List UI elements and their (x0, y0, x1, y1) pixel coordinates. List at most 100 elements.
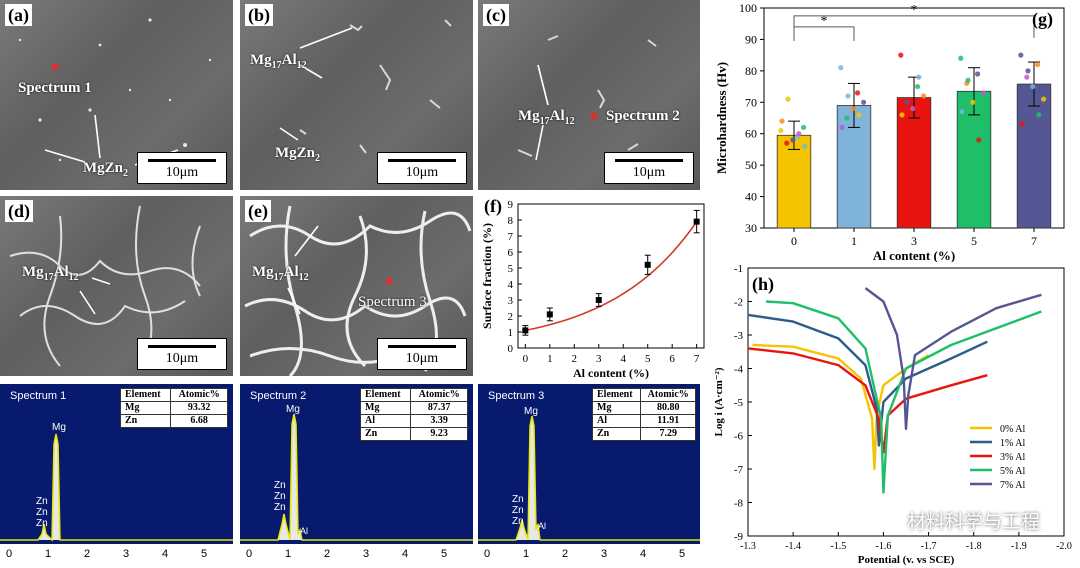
tick: 5 (441, 548, 448, 560)
y-tick-label: 4 (508, 279, 514, 291)
polarization-curve (747, 313, 988, 447)
data-point (910, 105, 916, 112)
data-point (904, 99, 910, 105)
data-point (921, 93, 927, 99)
x-tick-label: 1 (547, 353, 553, 365)
y-tick-label: 2 (508, 311, 514, 323)
x-tick-label: 4 (620, 353, 626, 365)
tick: 5 (679, 548, 686, 560)
tick: 4 (162, 548, 169, 560)
data-point (965, 77, 971, 83)
data-point (856, 112, 862, 118)
legend-label: 7% Al (1000, 480, 1026, 491)
data-point (958, 55, 964, 61)
data-point (959, 109, 965, 115)
legend-label: 5% Al (1000, 466, 1026, 477)
panel-label-g: (g) (1032, 9, 1053, 30)
panel-label-b: (b) (245, 4, 273, 26)
y-axis-label: Surface fraction (%) (480, 223, 494, 329)
data-point (855, 90, 861, 96)
data-point (595, 297, 602, 303)
element-table: Element Atomic% Mg 93.32 Zn 6.68 (119, 388, 228, 428)
tick: 2 (84, 548, 91, 560)
fit-curve (525, 221, 698, 332)
scale-bar-d: 10μm (137, 338, 227, 370)
plot-frame (517, 203, 705, 349)
tick: 0 (246, 548, 253, 560)
y-tick-label: 1 (508, 327, 514, 339)
x-tick-label: 3 (911, 234, 917, 248)
tick: 2 (324, 548, 331, 560)
mgzn2-label: MgZn2 (83, 160, 129, 179)
spectrum-title: Spectrum 1 (10, 390, 67, 402)
data-point (644, 261, 651, 268)
spectrum-plot: Mg Zn Zn Zn (0, 422, 233, 542)
y-axis-label: Microhardness (Hv) (714, 62, 729, 174)
y-tick-label: -9 (734, 531, 744, 543)
tick: 1 (523, 548, 530, 560)
scale-bar-e: 10μm (377, 338, 467, 370)
spectrum-3-label: Spectrum 3 (358, 294, 427, 310)
plot-frame (747, 267, 1065, 537)
tick: 1 (285, 548, 292, 560)
data-point (838, 65, 844, 71)
sem-panel-d: (d) Mg17Al12 10μm (0, 196, 233, 376)
data-point (801, 124, 807, 131)
tick: 4 (402, 548, 409, 560)
tick: 3 (601, 548, 608, 560)
x-tick-label: -2.0 (1056, 541, 1072, 552)
data-point (976, 137, 982, 143)
scale-bar-b: 10μm (377, 152, 467, 184)
surface-fraction-chart: 0 1 2 3 4 5 6 7 8 9 0 1 2 3 4 5 6 7 Al content (%) Surface … (478, 196, 710, 380)
y-tick-label: 80 (745, 64, 757, 78)
legend-label: 3% Al (1000, 452, 1026, 463)
peak-label-al: Al (538, 521, 546, 531)
microhardness-svg: 30 40 50 60 70 80 90 100 0 1 3 5 7 * * Al content (%) Mi… (714, 1, 1065, 262)
y-tick-label: 90 (745, 32, 757, 46)
y-tick-label: 50 (745, 158, 757, 172)
x-tick-label: 7 (1031, 234, 1037, 248)
y-tick-label: 0 (508, 343, 514, 355)
legend-label: 1% Al (1000, 438, 1026, 449)
peak-label-mg: Mg (524, 406, 538, 417)
data-point (861, 99, 867, 105)
data-point (898, 52, 904, 58)
y-tick-label: 30 (745, 221, 757, 235)
data-point (784, 140, 790, 146)
x-axis-label: Potential (v. vs SCE) (858, 554, 955, 566)
y-tick-label: 6 (508, 247, 514, 259)
x-tick-label: 0 (791, 234, 797, 248)
y-tick-label: 70 (745, 95, 757, 109)
data-point (975, 71, 981, 77)
panel-label-c: (c) (483, 4, 509, 26)
data-point (1035, 61, 1041, 68)
data-point (1030, 83, 1036, 90)
x-tick-label: -1.3 (740, 541, 756, 552)
bar (1016, 83, 1052, 229)
peak-label-zn: Zn (36, 496, 48, 507)
scale-bar-c: 10μm (604, 152, 694, 184)
surface-fraction-svg: 0 1 2 3 4 5 6 7 8 9 0 1 2 3 4 5 6 7 Al content (%) Surface … (480, 196, 705, 380)
legend-label: 0% Al (1000, 424, 1026, 435)
sem-panel-a: (a) Spectrum 1 MgZn2 10μm (0, 0, 233, 190)
y-tick-label: -5 (734, 397, 744, 409)
x-tick-label: 6 (669, 353, 675, 365)
data-point (915, 83, 921, 90)
spectrum-title: Spectrum 2 (250, 390, 307, 402)
data-point (981, 90, 987, 96)
y-tick-label: -8 (734, 498, 744, 510)
mgzn2-label-b: MgZn2 (275, 145, 321, 164)
significance-star: * (821, 14, 828, 29)
tick: 0 (6, 548, 13, 560)
data-point (970, 99, 976, 105)
y-tick-label: 100 (739, 1, 757, 15)
data-point (790, 137, 796, 143)
peak-label-mg: Mg (286, 404, 300, 415)
x-tick-label: 5 (971, 234, 977, 248)
data-point (916, 74, 922, 80)
data-point (839, 124, 845, 131)
data-point (1018, 52, 1024, 58)
mg17al12-label-c: Mg17Al12 (518, 108, 575, 127)
mg17al12-label-d: Mg17Al12 (22, 264, 79, 283)
x-tick-label: -1.9 (1011, 541, 1027, 552)
